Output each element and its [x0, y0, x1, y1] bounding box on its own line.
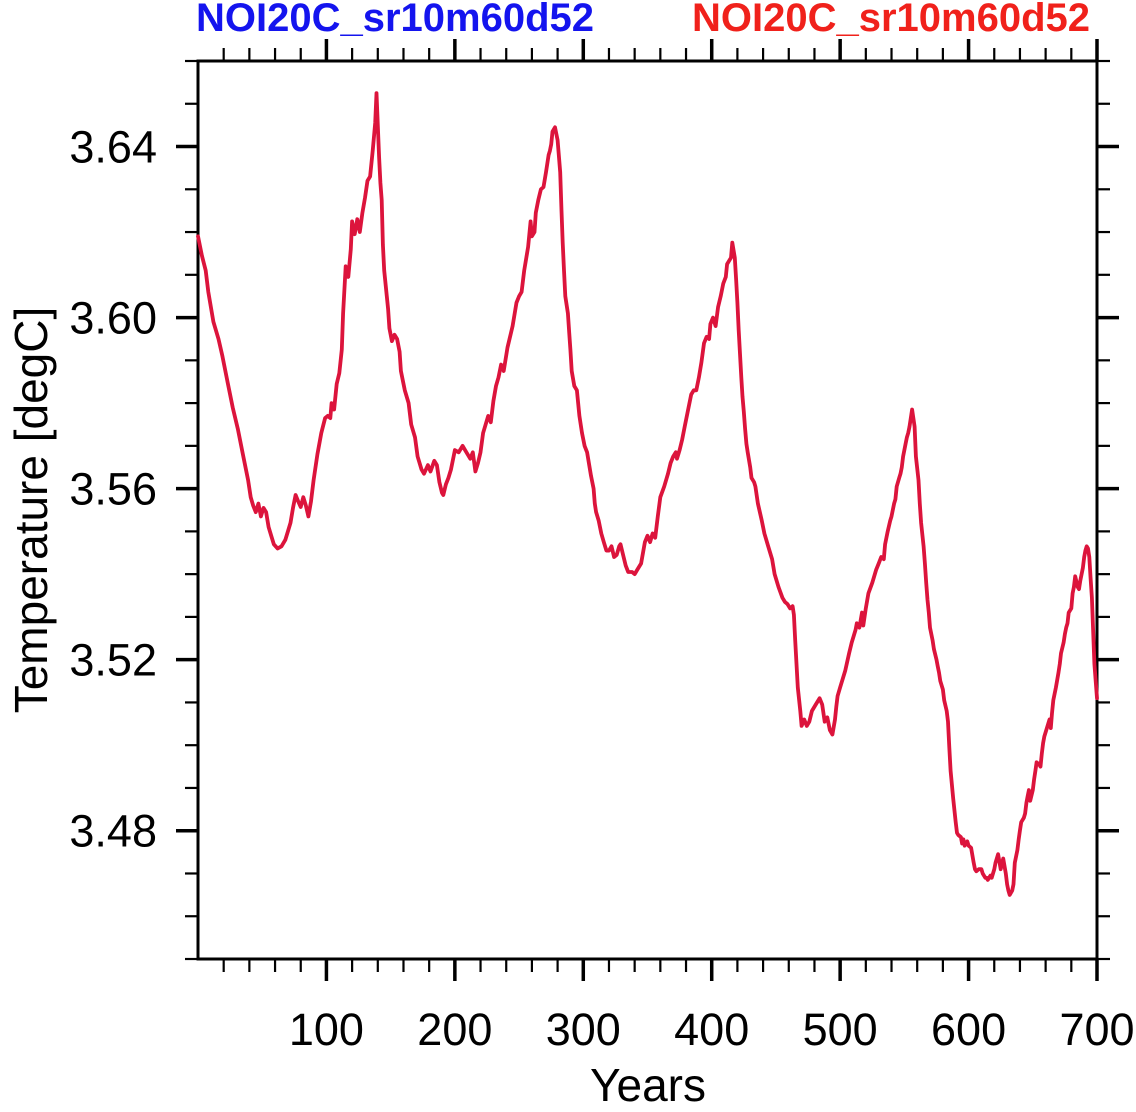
x-axis-title: Years — [590, 1059, 706, 1111]
x-tick-label: 100 — [289, 1004, 364, 1055]
right-title: NOI20C_sr10m60d52 — [691, 0, 1090, 40]
x-tick-label: 400 — [674, 1004, 749, 1055]
y-tick-label: 3.60 — [69, 293, 157, 344]
y-tick-label: 3.52 — [69, 635, 157, 686]
y-tick-label: 3.64 — [69, 122, 157, 173]
x-tick-label: 200 — [417, 1004, 492, 1055]
y-tick-label: 3.48 — [69, 806, 157, 857]
temperature-line — [196, 91, 1099, 897]
y-tick-label: 3.56 — [69, 464, 157, 515]
x-tick-label: 700 — [1059, 1004, 1134, 1055]
plot-border — [196, 59, 1099, 961]
x-tick-label: 300 — [546, 1004, 621, 1055]
y-axis-title: Temperature [degC] — [5, 306, 57, 714]
x-tick-label: 500 — [803, 1004, 878, 1055]
left-title: NOI20C_sr10m60d52 — [196, 0, 595, 40]
x-tick-label: 600 — [931, 1004, 1006, 1055]
